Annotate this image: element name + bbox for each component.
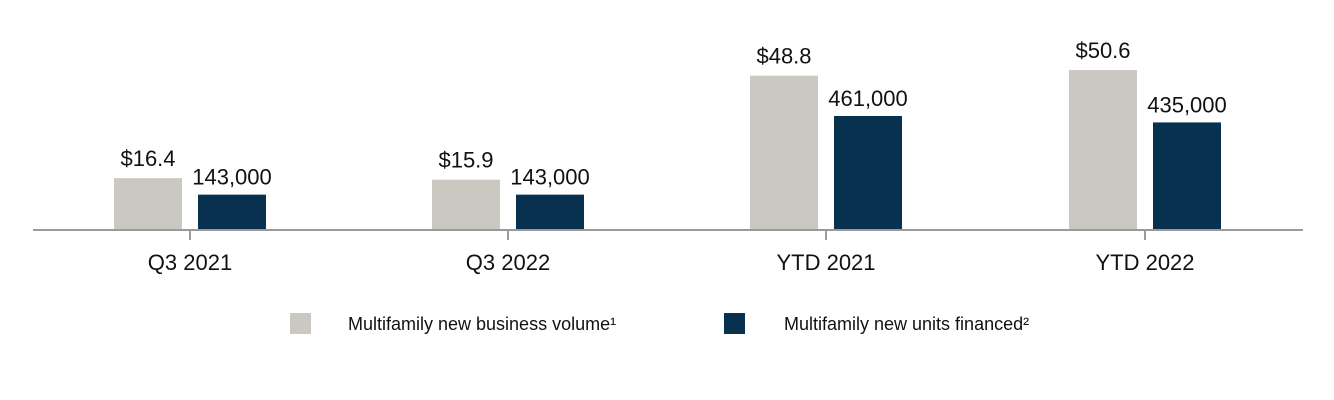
legend-swatch-volume <box>290 313 311 334</box>
bar-volume-3 <box>1069 70 1137 230</box>
x-tick-label-1: Q3 2022 <box>466 250 550 275</box>
data-label-units-2: 461,000 <box>828 86 908 111</box>
bar-units-3 <box>1153 122 1221 230</box>
data-label-units-1: 143,000 <box>510 165 590 190</box>
x-tick-label-3: YTD 2022 <box>1095 250 1194 275</box>
bar-volume-2 <box>750 75 818 230</box>
x-ticks-group: Q3 2021 Q3 2022 YTD 2021 YTD 2022 <box>148 230 1195 275</box>
legend-label-units: Multifamily new units financed² <box>784 314 1029 334</box>
data-label-units-3: 435,000 <box>1147 92 1227 117</box>
x-tick-label-2: YTD 2021 <box>776 250 875 275</box>
bar-volume-1 <box>432 179 500 230</box>
data-label-volume-2: $48.8 <box>756 44 811 69</box>
data-label-volume-0: $16.4 <box>120 146 175 171</box>
x-tick-label-0: Q3 2021 <box>148 250 232 275</box>
legend-label-volume: Multifamily new business volume¹ <box>348 314 616 334</box>
data-label-units-0: 143,000 <box>192 165 272 190</box>
bar-units-1 <box>516 194 584 230</box>
legend: Multifamily new business volume¹ Multifa… <box>290 313 1029 334</box>
bar-units-2 <box>834 116 902 230</box>
data-label-volume-3: $50.6 <box>1075 38 1130 63</box>
bar-units-0 <box>198 194 266 230</box>
data-label-volume-1: $15.9 <box>438 148 493 173</box>
bar-volume-0 <box>114 178 182 230</box>
bars-group: $16.4 143,000 $15.9 143,000 $48.8 461,000 $50.… <box>114 38 1227 230</box>
legend-swatch-units <box>724 313 745 334</box>
